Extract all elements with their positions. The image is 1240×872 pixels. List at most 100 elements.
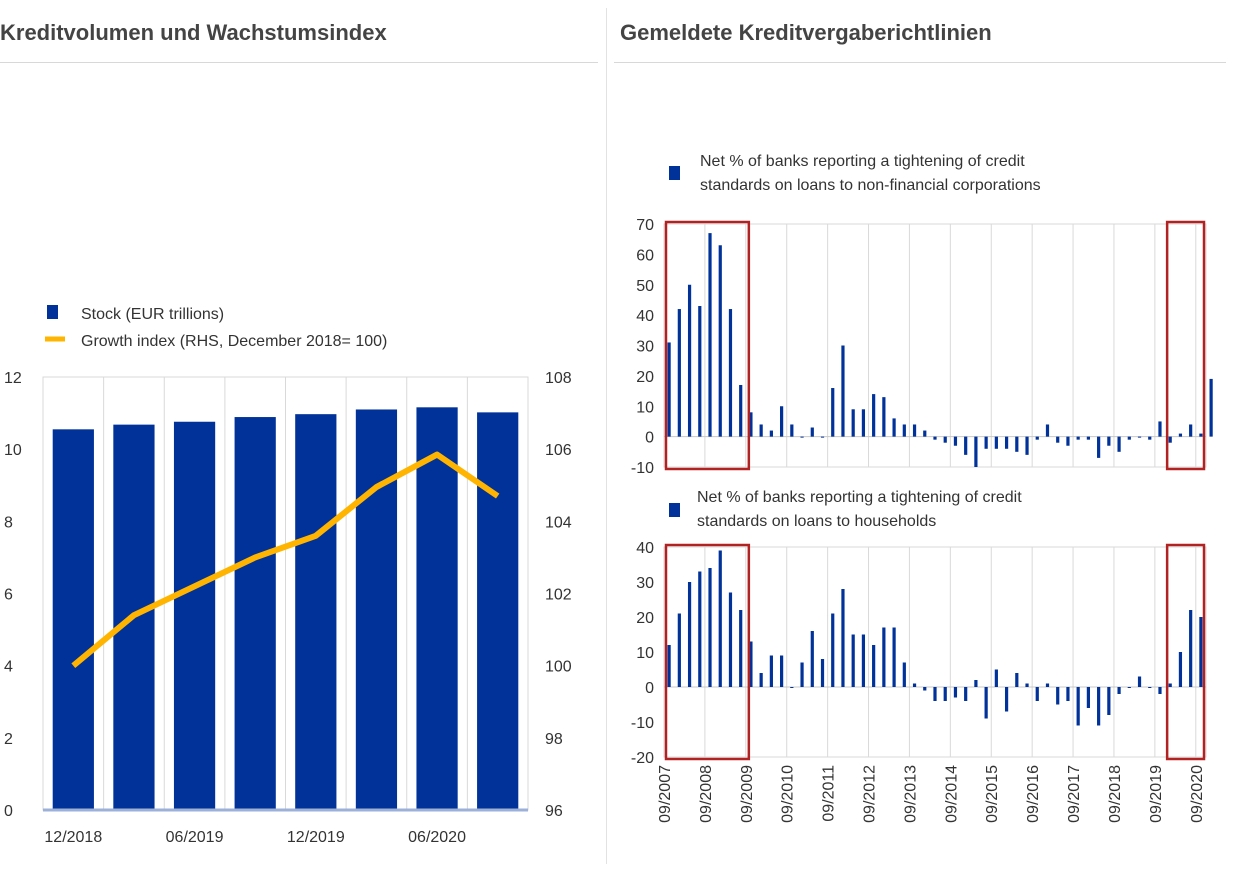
survey-bar xyxy=(718,245,722,437)
y-tick-label-left: 2 xyxy=(4,731,13,748)
panel-separator xyxy=(606,8,607,864)
survey-bar xyxy=(984,436,988,449)
survey-bar xyxy=(1168,683,1172,687)
survey-bar xyxy=(780,655,784,687)
y-tick-label: 20 xyxy=(636,369,654,386)
survey-bar xyxy=(820,436,825,438)
y-tick-label: 10 xyxy=(636,645,654,662)
survey-bar xyxy=(1066,687,1070,701)
survey-bar xyxy=(964,687,968,701)
survey-bar xyxy=(933,687,937,701)
survey-bar xyxy=(1189,610,1193,687)
highlight-frame-2019-2020 xyxy=(1165,220,1206,471)
survey-bar xyxy=(1035,687,1039,701)
y-tick-label-right: 106 xyxy=(545,442,572,459)
y-tick-label: 40 xyxy=(636,540,654,557)
survey-bar xyxy=(1199,617,1203,687)
legend-nfc-label-line1: Net % of banks reporting a tightening of… xyxy=(700,153,1025,170)
legend-nfc-marker xyxy=(669,166,680,180)
survey-bar xyxy=(1045,683,1050,687)
survey-bar xyxy=(739,610,743,687)
y-tick-label-left: 0 xyxy=(4,803,13,820)
survey-bar xyxy=(1168,436,1172,443)
stock-bar xyxy=(173,421,216,810)
y-tick-label: 30 xyxy=(636,339,654,356)
x-tick-label: 09/2013 xyxy=(902,765,919,823)
stock-bar xyxy=(477,412,519,810)
y-tick-label: 60 xyxy=(636,247,654,264)
survey-bar xyxy=(851,409,855,437)
x-tick-label: 09/2011 xyxy=(821,765,838,822)
survey-bar xyxy=(974,680,978,687)
survey-bar xyxy=(687,284,692,437)
survey-bar xyxy=(790,687,794,688)
stock-bar xyxy=(234,417,276,810)
right-title-divider xyxy=(614,62,1226,63)
x-tick-label: 06/2020 xyxy=(408,829,466,846)
survey-bar xyxy=(759,673,763,687)
y-tick-label: -10 xyxy=(631,715,654,732)
survey-bar xyxy=(759,424,763,437)
highlight-frame-2007-2009 xyxy=(664,543,751,761)
survey-bar xyxy=(1137,676,1142,687)
survey-bar xyxy=(861,409,866,437)
survey-bar xyxy=(872,645,876,687)
survey-bar xyxy=(677,613,681,687)
survey-bar xyxy=(1086,436,1090,440)
survey-bar xyxy=(943,436,947,443)
survey-bar xyxy=(1015,436,1019,452)
survey-bar xyxy=(1199,433,1203,437)
survey-bar xyxy=(994,436,998,449)
survey-bar xyxy=(912,683,917,687)
growth-index-line xyxy=(71,451,500,668)
survey-bar xyxy=(831,388,835,437)
survey-bar xyxy=(994,669,998,687)
survey-bar xyxy=(851,634,855,687)
survey-bar xyxy=(667,645,671,687)
survey-bar xyxy=(1117,436,1121,452)
legend-growth-label: Growth index (RHS, December 2018= 100) xyxy=(81,333,387,350)
survey-bar xyxy=(708,233,712,437)
survey-bar xyxy=(1056,436,1060,443)
survey-bar xyxy=(810,631,814,687)
survey-bar xyxy=(800,436,804,438)
x-tick-label: 09/2017 xyxy=(1066,765,1083,823)
survey-bar xyxy=(892,418,896,437)
survey-bar xyxy=(984,687,988,719)
survey-bar xyxy=(708,568,712,687)
survey-bar xyxy=(882,397,886,437)
survey-bar xyxy=(923,430,927,437)
legend-hh-label-line2: standards on loans to households xyxy=(697,513,936,530)
y-tick-label: 0 xyxy=(645,680,654,697)
survey-bar xyxy=(902,424,906,437)
y-tick-label-left: 12 xyxy=(4,370,22,387)
survey-bar xyxy=(841,589,845,687)
highlight-frame-2019-2020 xyxy=(1165,543,1206,761)
survey-bar xyxy=(831,613,835,687)
y-tick-label-right: 108 xyxy=(545,370,572,387)
x-tick-label: 12/2019 xyxy=(287,829,345,846)
survey-bar xyxy=(1148,436,1152,440)
y-tick-label: 0 xyxy=(645,430,654,447)
y-tick-label: -10 xyxy=(631,460,654,477)
survey-bar xyxy=(769,655,773,687)
legend-nfc-label-line2: standards on loans to non-financial corp… xyxy=(700,177,1041,194)
survey-bar xyxy=(687,582,692,687)
survey-bar xyxy=(1178,652,1183,687)
survey-bar xyxy=(728,309,733,437)
y-tick-label-right: 96 xyxy=(545,803,563,820)
left-panel-title: Kreditvolumen und Wachstumsindex xyxy=(0,20,387,45)
x-tick-label: 09/2009 xyxy=(739,765,756,823)
survey-bar xyxy=(872,394,876,437)
survey-bar xyxy=(1025,683,1029,687)
survey-bar xyxy=(923,687,927,691)
survey-bar xyxy=(912,424,917,437)
x-tick-label: 09/2015 xyxy=(984,765,1001,823)
x-tick-label: 09/2014 xyxy=(943,765,960,823)
survey-bar xyxy=(749,641,753,687)
survey-bar xyxy=(1209,378,1213,437)
survey-bar xyxy=(974,436,978,467)
survey-bar xyxy=(728,592,733,687)
survey-bar xyxy=(698,571,702,687)
